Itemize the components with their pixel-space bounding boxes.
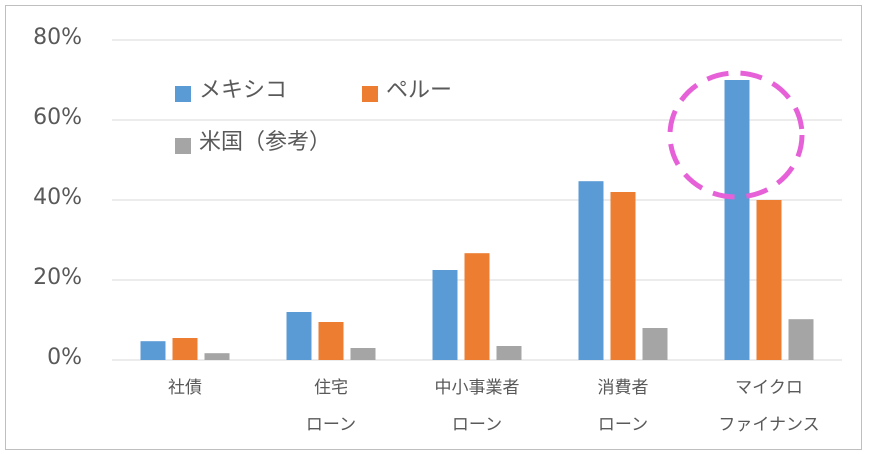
y-tick-label: 20% xyxy=(33,265,82,290)
x-tick-label: 消費者 xyxy=(598,378,649,398)
bar xyxy=(204,353,230,360)
y-tick-label: 0% xyxy=(47,345,82,370)
legend-swatch xyxy=(362,86,378,102)
x-tick-label: ファイナンス xyxy=(718,415,819,435)
bar xyxy=(286,312,312,360)
bar xyxy=(610,192,636,360)
x-tick-label: ローン xyxy=(598,415,648,435)
x-tick-label: ローン xyxy=(452,415,502,435)
bar xyxy=(464,253,490,360)
legend-swatch xyxy=(175,138,191,154)
legend-label: メキシコ xyxy=(199,78,287,103)
y-tick-label: 40% xyxy=(33,185,82,210)
chart-frame xyxy=(5,5,862,450)
x-tick-label: 社債 xyxy=(168,378,202,398)
bar xyxy=(140,341,166,360)
bar xyxy=(496,346,522,360)
y-tick-label: 80% xyxy=(33,25,82,50)
y-tick-label: 60% xyxy=(33,105,82,130)
x-tick-label: 中小事業者 xyxy=(435,378,520,398)
bar xyxy=(172,338,198,360)
legend-label: ペルー xyxy=(386,78,452,103)
x-tick-label: マイクロ xyxy=(735,378,803,398)
legend-swatch xyxy=(175,86,191,102)
highlight-circle xyxy=(667,70,805,200)
bar xyxy=(432,270,458,360)
bar xyxy=(756,200,782,360)
bar xyxy=(578,181,604,360)
bar xyxy=(788,319,814,360)
bar xyxy=(724,80,750,360)
x-tick-label: 住宅 xyxy=(314,378,348,398)
bar xyxy=(642,328,668,360)
x-tick-label: ローン xyxy=(306,415,356,435)
bar xyxy=(350,348,376,360)
legend-label: 米国（参考） xyxy=(199,130,331,155)
bar xyxy=(318,322,344,360)
